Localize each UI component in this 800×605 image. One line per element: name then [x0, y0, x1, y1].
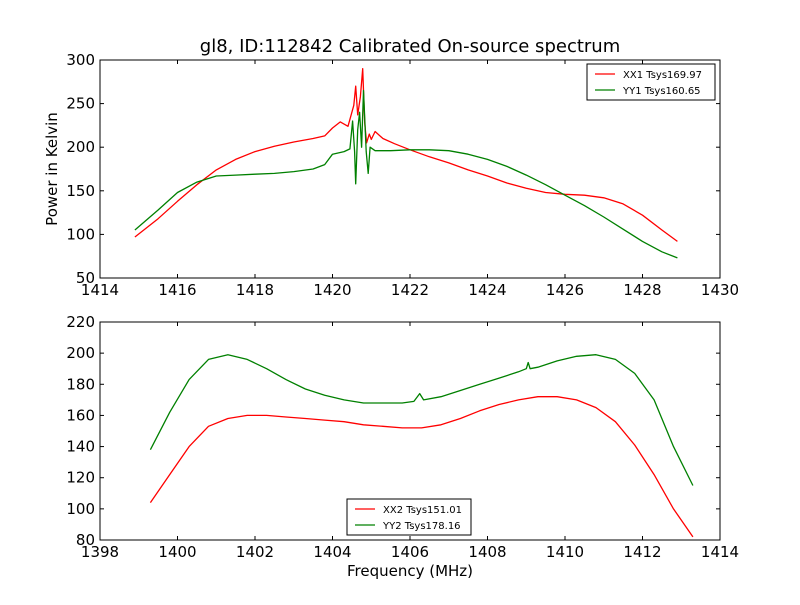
x-tick-label: 1426 — [546, 281, 584, 299]
x-axis-label: Frequency (MHz) — [347, 562, 473, 580]
x-tick-label: 1428 — [623, 281, 661, 299]
y-tick-label: 200 — [66, 344, 95, 362]
x-tick-label: 1424 — [468, 281, 506, 299]
y-tick-label: 140 — [66, 438, 95, 456]
top-panel: 1414 1416 1418 1420 1422 1424 1426 1428 1430 50 10… — [43, 51, 739, 299]
x-tick-label: 1416 — [158, 281, 196, 299]
x-tick-label: 1422 — [391, 281, 429, 299]
y-tick-label: 180 — [66, 375, 95, 393]
legend-box — [586, 63, 716, 101]
y-tick-label: 250 — [66, 95, 95, 113]
y-tick-label: 150 — [66, 182, 95, 200]
legend-label: YY1 Tsys160.65 — [622, 86, 701, 97]
x-tick-label: 1410 — [546, 543, 584, 561]
x-tick-label: 1398 — [81, 543, 119, 561]
legend-label: XX2 Tsys151.01 — [383, 505, 462, 516]
y-axis-label: Power in Kelvin — [43, 112, 61, 226]
x-tick-label: 1430 — [701, 281, 739, 299]
x-tick-label: 1406 — [391, 543, 429, 561]
y-tick-label: 120 — [66, 469, 95, 487]
y-tick-label: 160 — [66, 406, 95, 424]
y-tick-label: 100 — [66, 500, 95, 518]
y-tick-label: 220 — [66, 313, 95, 331]
series-line-2 — [134, 89, 678, 259]
x-tick-label: 1404 — [313, 543, 351, 561]
bottom-panel: 1398 1400 1402 1404 1406 1408 1410 1412 1414 80 10… — [66, 313, 739, 580]
x-tick-label: 1400 — [158, 543, 196, 561]
x-tick-label: 1408 — [468, 543, 506, 561]
chart-title: gl8, ID:112842 Calibrated On-source spec… — [200, 36, 620, 57]
y-tick-label: 80 — [76, 531, 95, 549]
y-tick-label: 100 — [66, 225, 95, 243]
series-line-1 — [134, 68, 678, 242]
x-tick-label: 1414 — [701, 543, 739, 561]
y-tick-label: 200 — [66, 138, 95, 156]
x-tick-label: 1412 — [623, 543, 661, 561]
x-tick-label: 1420 — [313, 281, 351, 299]
x-tick-label: 1402 — [236, 543, 274, 561]
series-line-1 — [149, 396, 694, 538]
y-tick-label: 50 — [76, 269, 95, 287]
x-tick-label: 1418 — [236, 281, 274, 299]
x-tick-label: 1414 — [81, 281, 119, 299]
y-tick-label: 300 — [66, 51, 95, 69]
legend-box — [346, 498, 472, 536]
legend-label: YY2 Tsys178.16 — [382, 521, 461, 532]
series-line-2 — [149, 354, 694, 486]
legend-label: XX1 Tsys169.97 — [623, 70, 702, 81]
